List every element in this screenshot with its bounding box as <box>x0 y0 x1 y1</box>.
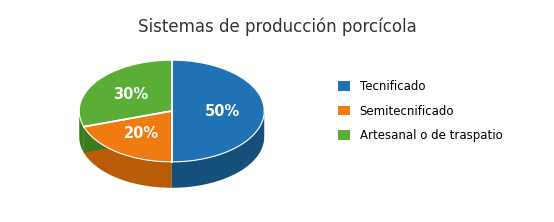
Polygon shape <box>172 60 264 162</box>
Legend: Tecnificado, Semitecnificado, Artesanal o de traspatio: Tecnificado, Semitecnificado, Artesanal … <box>338 80 502 142</box>
Polygon shape <box>84 127 172 188</box>
Polygon shape <box>84 111 172 153</box>
Polygon shape <box>172 112 264 188</box>
Polygon shape <box>84 111 172 153</box>
Text: 30%: 30% <box>113 87 148 102</box>
Text: 20%: 20% <box>124 126 160 141</box>
Polygon shape <box>84 111 172 162</box>
Polygon shape <box>79 111 84 153</box>
Text: 50%: 50% <box>205 103 240 119</box>
Text: Sistemas de producción porcícola: Sistemas de producción porcícola <box>137 18 417 36</box>
Polygon shape <box>79 60 172 127</box>
